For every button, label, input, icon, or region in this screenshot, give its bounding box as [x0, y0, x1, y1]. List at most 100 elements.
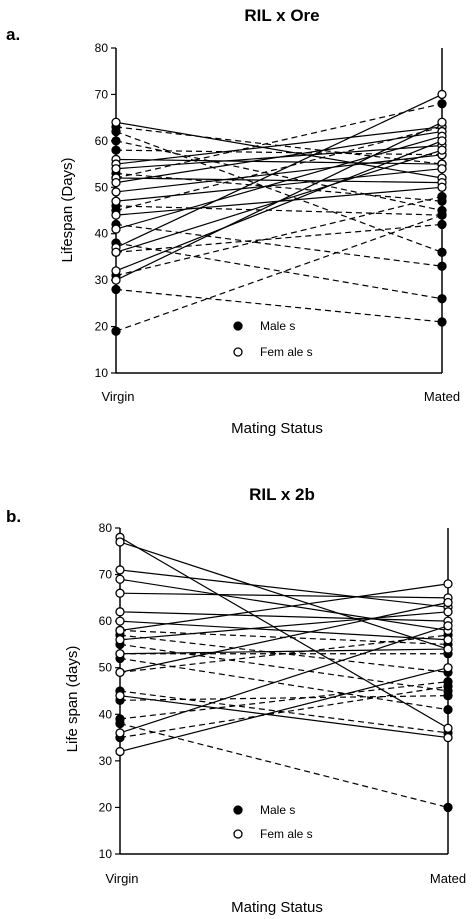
- legend-male-marker: [233, 321, 243, 331]
- female-point: [443, 635, 453, 645]
- male-series-line: [119, 657, 449, 711]
- y-tick-label: 80: [95, 41, 109, 55]
- y-tick-label: 10: [95, 366, 109, 380]
- female-series-line: [115, 126, 443, 165]
- male-series-line: [115, 149, 443, 156]
- female-point: [115, 691, 125, 701]
- female-series-line: [119, 611, 449, 622]
- y-tick-label: 40: [99, 707, 113, 721]
- male-series-line: [115, 242, 443, 300]
- female-point: [111, 247, 121, 257]
- female-point: [111, 164, 121, 174]
- female-series-line: [119, 648, 449, 655]
- female-series-line: [115, 158, 443, 165]
- legend-female-label: Fem ale s: [260, 827, 313, 841]
- y-tick-label: 70: [95, 87, 109, 101]
- x-category-mated: Mated: [430, 871, 466, 886]
- female-point: [111, 177, 121, 188]
- male-point: [111, 136, 121, 146]
- female-series-line: [115, 168, 443, 202]
- female-point: [115, 565, 125, 575]
- y-tick-label: 50: [95, 180, 109, 194]
- legend-male-marker: [233, 805, 243, 815]
- female-point: [437, 136, 447, 146]
- female-point: [437, 117, 447, 127]
- female-point: [115, 607, 125, 617]
- female-series-line: [119, 611, 449, 641]
- male-series-line: [119, 685, 449, 739]
- female-series-line: [115, 154, 443, 193]
- male-series-line: [115, 140, 443, 212]
- y-tick-label: 80: [99, 521, 113, 535]
- female-series-line: [115, 121, 443, 179]
- female-point: [115, 537, 125, 547]
- female-series-line: [115, 121, 443, 281]
- male-point: [111, 145, 121, 155]
- y-tick-label: 10: [99, 847, 113, 861]
- male-series-line: [119, 643, 449, 692]
- female-point: [115, 746, 125, 757]
- chart-title: RIL x Ore: [244, 6, 319, 25]
- male-series-line: [119, 681, 449, 720]
- legend-male-label: Male s: [260, 319, 295, 333]
- female-series-line: [119, 695, 449, 739]
- male-point: [437, 317, 447, 327]
- legend-female-label: Fem ale s: [260, 345, 313, 359]
- male-series-line: [119, 634, 449, 673]
- y-axis-label: Life span (days): [64, 646, 81, 753]
- panel-label: a.: [6, 25, 20, 44]
- male-series-line: [115, 172, 443, 202]
- y-tick-label: 60: [95, 134, 109, 148]
- male-point: [443, 802, 453, 813]
- legend-female-marker: [233, 347, 243, 357]
- female-point: [115, 649, 125, 659]
- female-point: [111, 187, 121, 197]
- male-series-line: [115, 103, 443, 179]
- female-point: [111, 117, 121, 127]
- male-point: [443, 681, 453, 691]
- male-point: [443, 704, 453, 715]
- female-series-line: [119, 536, 449, 729]
- x-axis-label: Mating Status: [231, 420, 323, 437]
- female-series-line: [115, 177, 443, 184]
- female-series-line: [115, 130, 443, 184]
- male-series-line: [115, 195, 443, 277]
- legend: Male s Fem ale s: [233, 803, 313, 841]
- y-tick-label: 20: [99, 800, 113, 814]
- male-series-line: [119, 723, 449, 809]
- male-point: [443, 691, 453, 701]
- female-point: [115, 588, 125, 598]
- x-category-virgin: Virgin: [105, 871, 138, 886]
- female-series-line: [119, 569, 449, 608]
- panel-label: b.: [6, 507, 21, 526]
- plot-area: 10 20 30 40 50 60 70 80: [99, 521, 453, 861]
- female-point: [115, 635, 125, 645]
- chart-b-ril-x-2b: b. RIL x 2b 10 20 30 40 50 60 70 80 Life span (…: [6, 485, 466, 916]
- chart-a-ril-x-ore: a. RIL x Ore 10 20 30 40 50 60 70 80 Lifespan (…: [6, 6, 460, 437]
- legend-male-label: Male s: [260, 803, 295, 817]
- female-point: [437, 145, 447, 155]
- male-series-line: [115, 214, 443, 332]
- y-axis-label: Lifespan (Days): [59, 157, 76, 262]
- female-series-line: [119, 620, 449, 641]
- female-point: [115, 667, 125, 678]
- female-series-line: [115, 93, 443, 249]
- female-point: [111, 196, 121, 206]
- female-point: [111, 266, 121, 276]
- y-tick-label: 60: [99, 614, 113, 628]
- male-point: [111, 284, 121, 295]
- female-point: [443, 607, 453, 617]
- y-tick-label: 70: [99, 568, 113, 582]
- legend-female-marker: [233, 829, 243, 839]
- male-point: [111, 326, 121, 336]
- male-series-line: [115, 131, 443, 253]
- female-point: [443, 663, 453, 673]
- female-point: [443, 597, 453, 608]
- female-point: [111, 210, 121, 220]
- female-point: [443, 732, 453, 743]
- male-point: [437, 294, 447, 304]
- x-category-mated: Mated: [424, 389, 460, 404]
- female-point: [437, 89, 447, 100]
- female-series-line: [119, 578, 449, 632]
- male-point: [437, 210, 447, 220]
